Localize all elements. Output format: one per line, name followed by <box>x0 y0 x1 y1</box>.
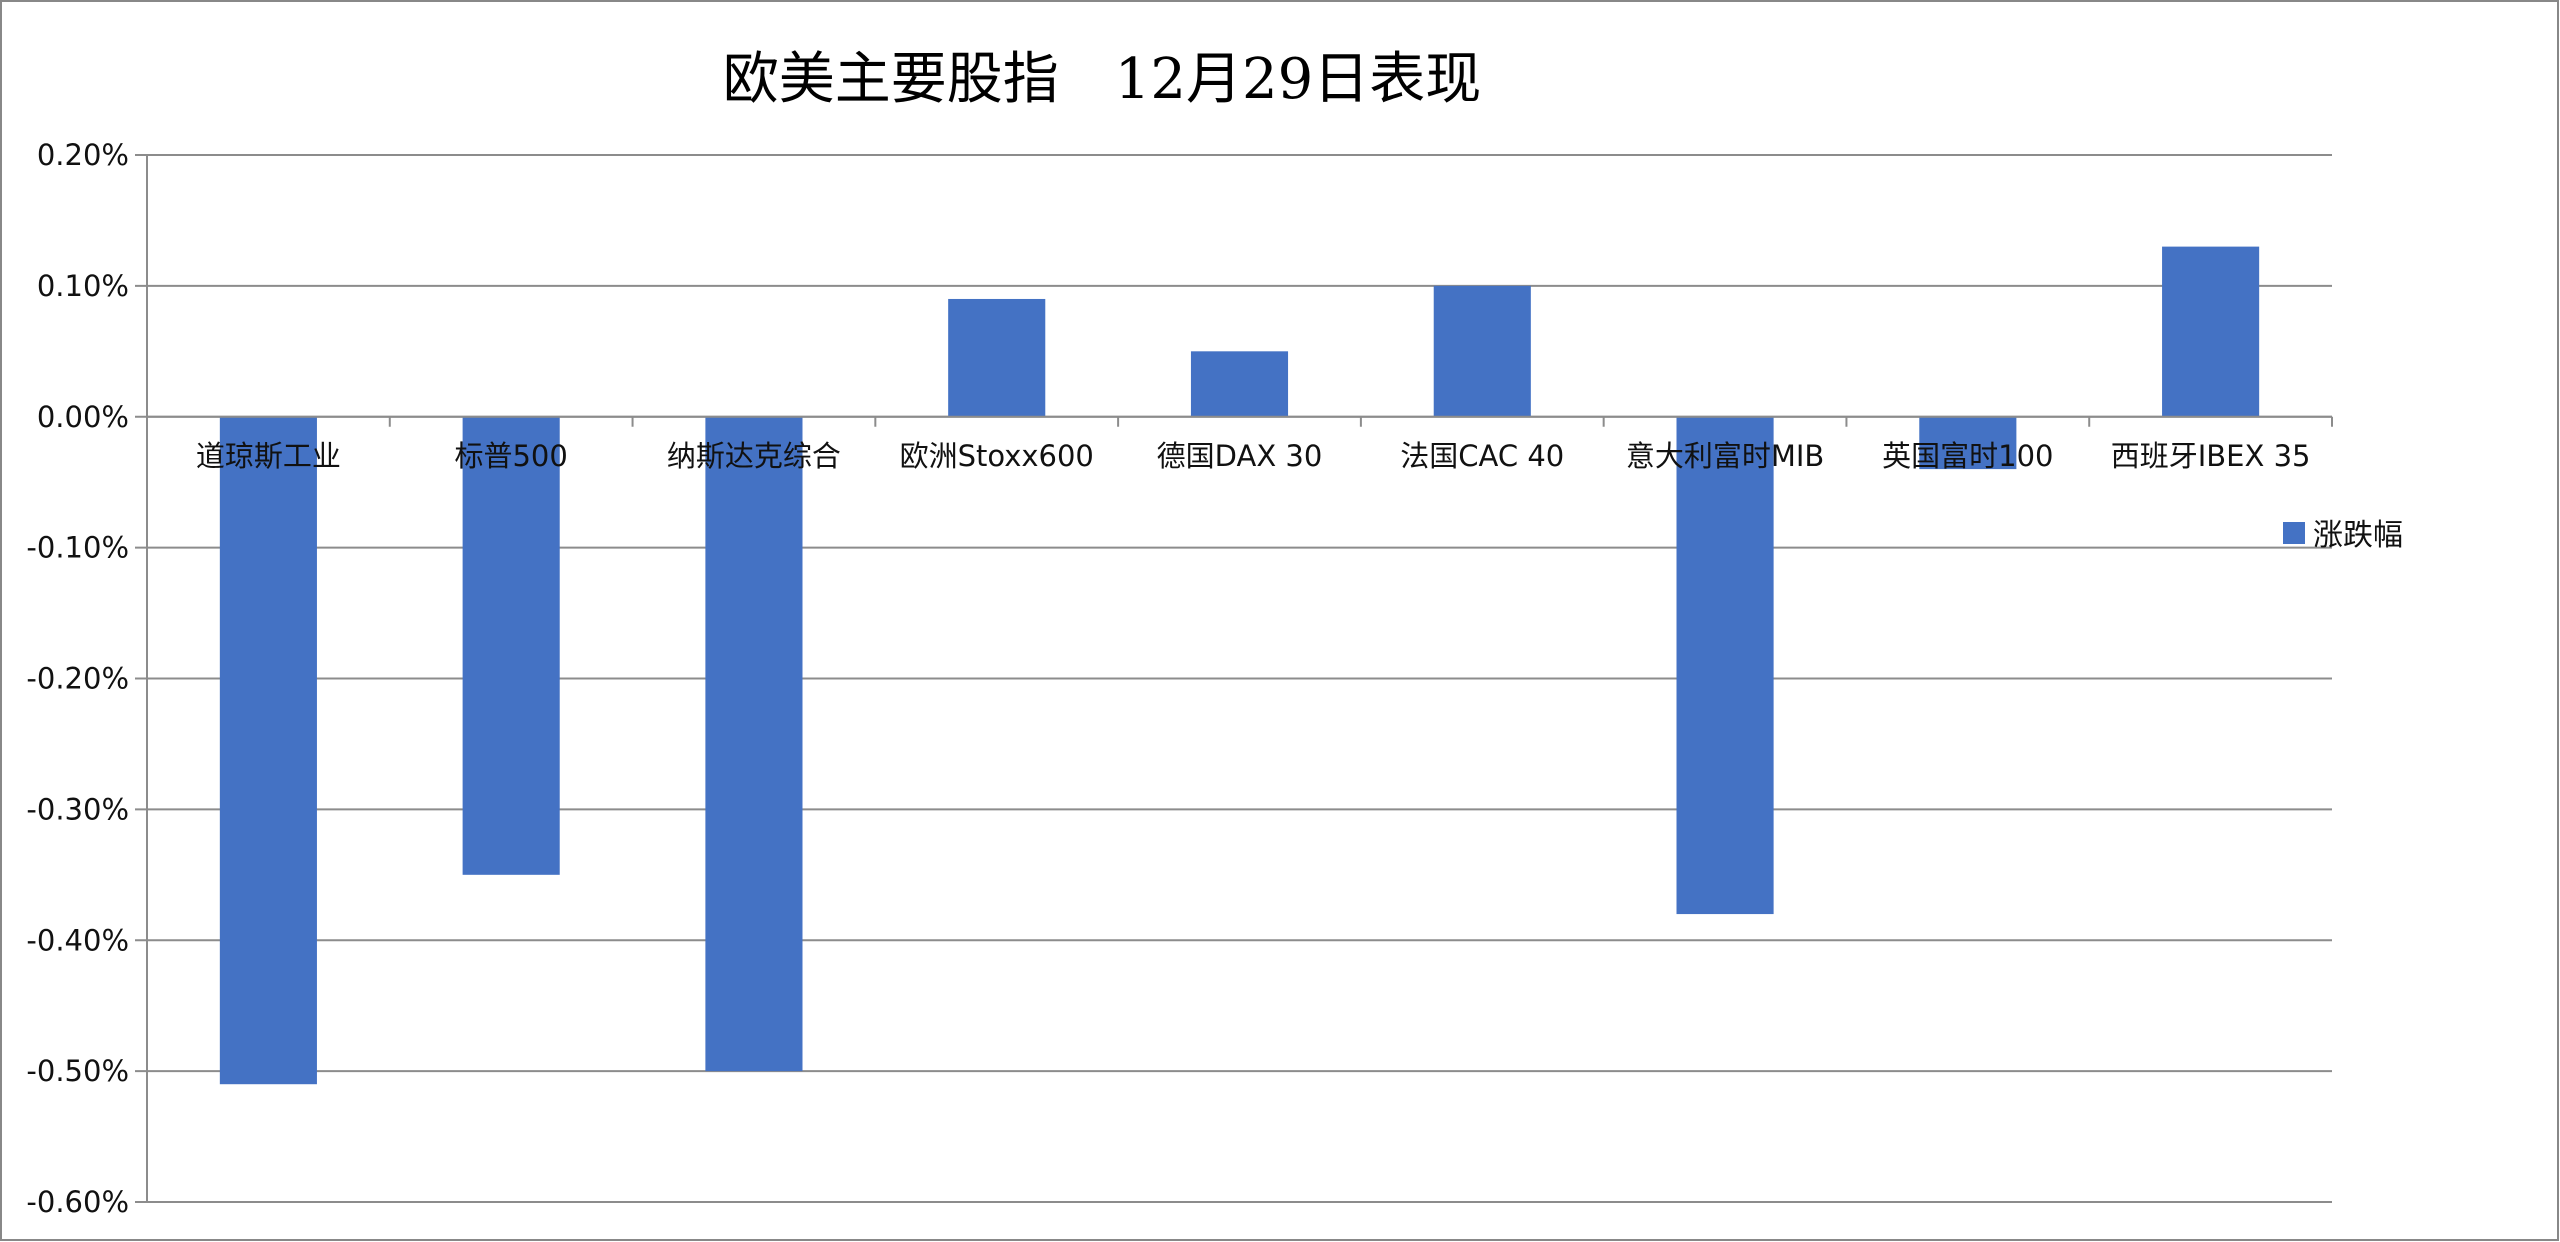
bar <box>705 416 803 1072</box>
y-tick-label: -0.10% <box>26 531 129 565</box>
y-tick-label: -0.20% <box>26 662 129 696</box>
y-tick-label: -0.40% <box>26 923 129 957</box>
y-tick-label: 0.00% <box>37 400 129 434</box>
legend-label: 涨跌幅 <box>2313 518 2403 553</box>
bar <box>2162 246 2260 417</box>
y-tick-label: -0.50% <box>26 1054 129 1088</box>
chart-title: 欧美主要股指 12月29日表现 <box>723 47 1482 112</box>
legend-swatch <box>2283 522 2305 544</box>
category-label: 意大利富时MIB <box>1626 439 1824 473</box>
category-label: 道琼斯工业 <box>196 439 341 473</box>
y-axis-ticks: 0.20% 0.10% 0.00% -0.10% -0.20% -0.30% -0.40% -… <box>26 138 129 1219</box>
category-label: 标普500 <box>454 439 567 473</box>
legend: 涨跌幅 <box>2283 518 2403 553</box>
category-label: 纳斯达克综合 <box>667 439 841 473</box>
bar <box>1676 416 1774 915</box>
y-tick-label: 0.20% <box>37 138 129 172</box>
category-label: 西班牙IBEX 35 <box>2111 439 2311 473</box>
category-label: 欧洲Stoxx600 <box>900 439 1094 473</box>
bars <box>219 246 2260 1085</box>
bar <box>1190 351 1289 417</box>
y-tick-label: -0.30% <box>26 792 129 826</box>
bar <box>1433 285 1531 417</box>
bar <box>462 416 560 875</box>
category-label: 英国富时100 <box>1882 439 2053 473</box>
y-tick-label: -0.60% <box>26 1185 129 1219</box>
category-label: 德国DAX 30 <box>1157 439 1323 473</box>
category-labels: 道琼斯工业 标普500 纳斯达克综合 欧洲Stoxx600 德国DAX 30 法国CAC … <box>196 439 2311 473</box>
x-axis <box>146 415 2333 427</box>
bar <box>1919 416 2017 470</box>
bar <box>948 298 1046 417</box>
category-label: 法国CAC 40 <box>1400 439 1564 473</box>
bar <box>219 416 317 1085</box>
y-tick-label: 0.10% <box>37 269 129 303</box>
